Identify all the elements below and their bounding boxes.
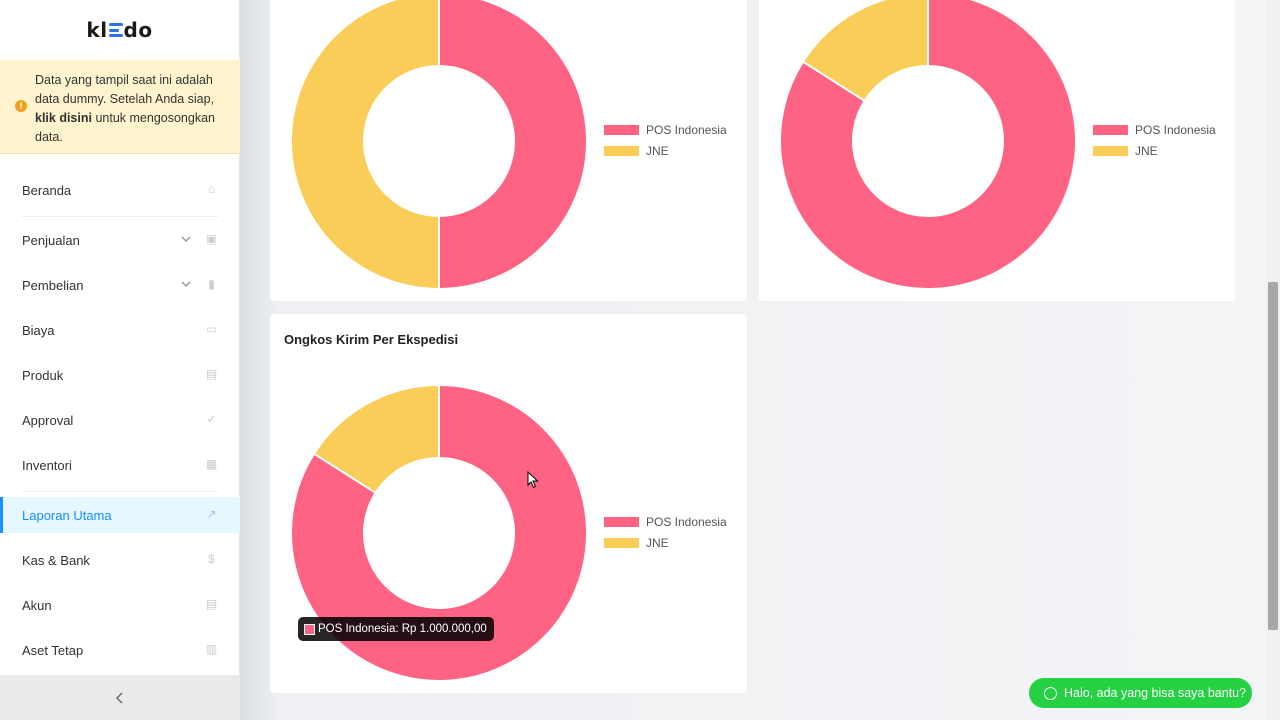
legend-swatch <box>604 537 639 548</box>
sidebar-item-label: Penjualan <box>22 232 80 248</box>
sidebar: kl do ! Data yang tampil saat ini adalah … <box>0 0 240 720</box>
sidebar-item-aset-tetap[interactable]: Aset Tetap ▥ <box>0 632 240 668</box>
warehouse-icon: ▦ <box>205 457 218 471</box>
main-content: POS Indonesia JNE POS Indonesia JNE Ongkos… <box>240 0 1266 720</box>
dollar-icon: $ <box>208 552 215 566</box>
donut-slice-pos-indonesia[interactable] <box>779 0 1077 290</box>
sidebar-item-laporan-utama[interactable]: Laporan Utama ↗ <box>0 497 240 533</box>
legend-swatch <box>1093 124 1128 135</box>
mouse-cursor-icon <box>527 471 539 489</box>
chart-tooltip: POS Indonesia: Rp 1.000.000,00 <box>298 617 494 641</box>
legend-label: JNE <box>646 143 669 158</box>
card-icon: ▭ <box>205 322 218 336</box>
chart-legend: POS Indonesia JNE <box>604 119 727 161</box>
legend-label: POS Indonesia <box>646 122 727 137</box>
sidebar-item-label: Produk <box>22 367 64 383</box>
legend-entry[interactable]: POS Indonesia <box>1093 119 1216 140</box>
sidebar-item-biaya[interactable]: Biaya ▭ <box>0 312 240 348</box>
legend-swatch <box>604 516 639 527</box>
sidebar-item-label: Beranda <box>22 182 72 198</box>
clear-data-link[interactable]: klik disini <box>35 111 92 125</box>
check-icon: ✓ <box>206 412 217 426</box>
legend-entry[interactable]: JNE <box>604 532 727 553</box>
scrollbar-thumb[interactable] <box>1268 282 1278 630</box>
legend-label: POS Indonesia <box>646 514 727 529</box>
sidebar-item-beranda[interactable]: Beranda ⌂ <box>0 172 240 208</box>
donut-chart[interactable] <box>289 0 589 291</box>
legend-label: JNE <box>646 535 669 550</box>
ledger-icon: ▤ <box>205 597 218 611</box>
sidebar-collapse-button[interactable] <box>0 675 240 720</box>
chart-legend: POS Indonesia JNE <box>1093 119 1216 161</box>
basket-icon: ▣ <box>205 232 218 246</box>
logo-e-mark <box>108 22 123 38</box>
chevron-down-icon[interactable] <box>180 278 192 290</box>
notice-text: Data yang tampil saat ini adalah data du… <box>35 73 215 106</box>
legend-label: POS Indonesia <box>1135 122 1216 137</box>
legend-label: JNE <box>1135 143 1158 158</box>
sidebar-item-label: Kas & Bank <box>22 552 90 568</box>
dummy-data-notice: ! Data yang tampil saat ini adalah data … <box>0 60 240 154</box>
legend-entry[interactable]: JNE <box>1093 140 1216 161</box>
sidebar-item-akun[interactable]: Akun ▤ <box>0 587 240 623</box>
sidebar-item-label: Aset Tetap <box>22 642 84 658</box>
chevron-left-icon <box>116 692 123 703</box>
sidebar-item-kas-bank[interactable]: Kas & Bank $ <box>0 542 240 578</box>
bag-icon: ▮ <box>208 277 215 291</box>
donut-slice-pos-indonesia[interactable] <box>290 383 588 682</box>
sidebar-item-label: Akun <box>22 597 52 613</box>
menu-divider <box>22 216 218 217</box>
kledo-logo[interactable]: kl do <box>86 18 153 42</box>
sidebar-item-label: Biaya <box>22 322 55 338</box>
donut-slice-jne[interactable] <box>801 0 929 103</box>
notice-text-end: untuk mengosongkan data. <box>35 111 215 144</box>
whatsapp-icon <box>1044 686 1057 700</box>
chart-icon: ↗ <box>206 507 217 521</box>
legend-entry[interactable]: POS Indonesia <box>604 119 727 140</box>
chart-title: Ongkos Kirim Per Ekspedisi <box>284 332 459 347</box>
warning-icon: ! <box>15 100 27 112</box>
donut-chart[interactable] <box>778 0 1078 291</box>
sidebar-item-label: Laporan Utama <box>22 507 112 523</box>
whatsapp-label: Halo, ada yang bisa saya bantu? <box>1064 686 1247 700</box>
whatsapp-chat-button[interactable]: Halo, ada yang bisa saya bantu? <box>1029 678 1252 708</box>
donut-slice-pos-indonesia[interactable] <box>438 0 588 291</box>
sidebar-item-produk[interactable]: Produk ▤ <box>0 357 240 393</box>
sidebar-item-label: Inventori <box>22 457 72 473</box>
donut-slice-jne[interactable] <box>290 0 440 291</box>
legend-swatch <box>604 124 639 135</box>
sidebar-item-pembelian[interactable]: Pembelian ▮ <box>0 267 240 303</box>
sidebar-item-inventori[interactable]: Inventori ▦ <box>0 447 240 483</box>
donut-chart[interactable] <box>289 383 589 683</box>
legend-swatch <box>1093 145 1128 156</box>
legend-swatch <box>604 145 639 156</box>
chevron-down-icon[interactable] <box>180 233 192 245</box>
page-scrollbar[interactable] <box>1266 0 1280 720</box>
sidebar-item-penjualan[interactable]: Penjualan ▣ <box>0 222 240 258</box>
menu-divider <box>22 491 218 492</box>
legend-entry[interactable]: JNE <box>604 140 727 161</box>
sidebar-item-label: Approval <box>22 412 74 428</box>
box-icon: ▤ <box>205 367 218 381</box>
sidebar-item-approval[interactable]: Approval ✓ <box>0 402 240 438</box>
home-icon: ⌂ <box>207 182 216 196</box>
sidebar-item-label: Pembelian <box>22 277 84 293</box>
legend-entry[interactable]: POS Indonesia <box>604 511 727 532</box>
building-icon: ▥ <box>205 642 218 656</box>
tooltip-swatch <box>304 623 315 635</box>
donut-slice-jne[interactable] <box>312 383 440 495</box>
chart-legend: POS Indonesia JNE <box>604 511 727 553</box>
tooltip-text: POS Indonesia: Rp 1.000.000,00 <box>318 623 487 635</box>
